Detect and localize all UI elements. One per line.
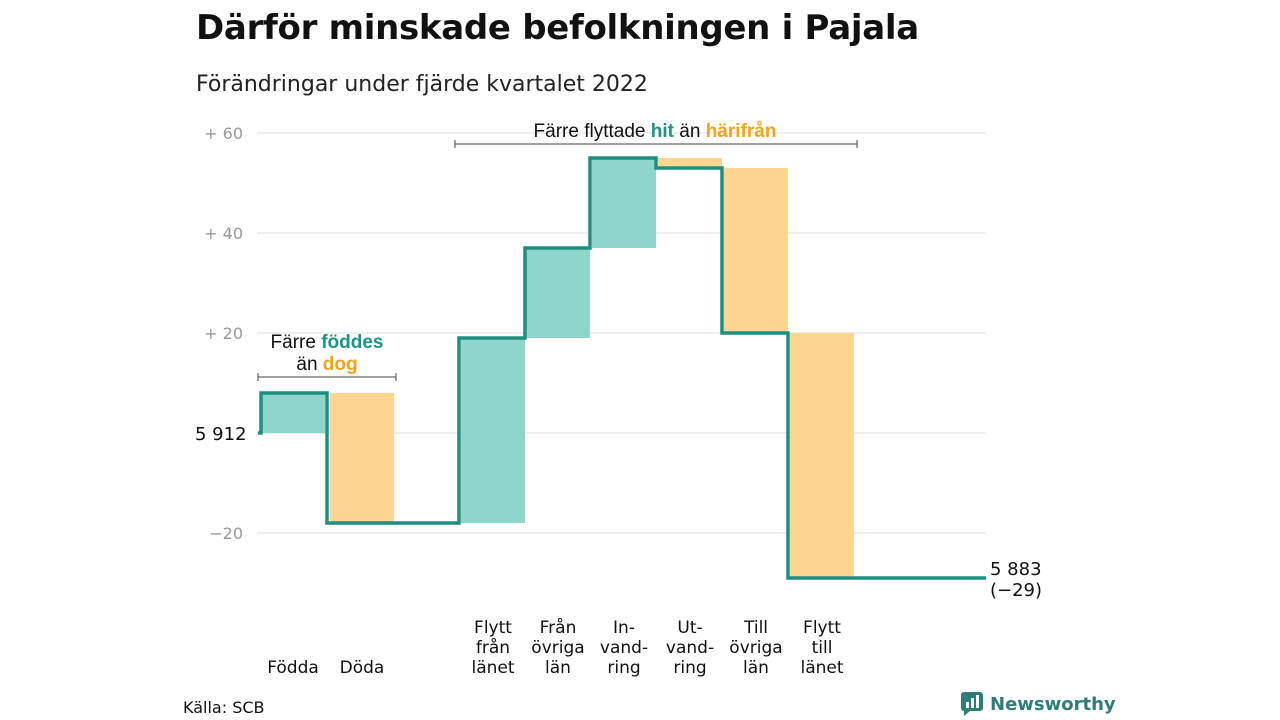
x-category-label: övriga <box>531 638 584 658</box>
x-category-label: från <box>476 637 510 658</box>
x-category-label: Till <box>743 618 768 638</box>
y-tick-label: + 60 <box>204 124 243 143</box>
brand-name: Newsworthy <box>990 693 1116 715</box>
bar-7 <box>724 168 788 333</box>
x-category-label: Från <box>540 617 577 638</box>
x-category-label: ring <box>673 658 706 678</box>
x-category-label: län <box>545 658 571 678</box>
chart-title: Därför minskade befolkningen i Pajala <box>196 8 919 48</box>
chart-subtitle: Förändringar under fjärde kvartalet 2022 <box>196 72 648 97</box>
x-category-label: Flytt <box>803 618 841 638</box>
bar-2 <box>330 393 394 523</box>
bar-5 <box>592 158 656 248</box>
x-category-label: Födda <box>267 658 319 678</box>
x-category-label: övriga <box>729 638 782 658</box>
x-category-label: län <box>743 658 769 678</box>
x-category-label: Döda <box>340 658 385 678</box>
bar-6 <box>658 158 722 168</box>
y-tick-label: −20 <box>209 524 243 543</box>
y-tick-label: + 40 <box>204 224 243 243</box>
y-tick-label: + 20 <box>204 324 243 343</box>
x-category-label: till <box>812 638 833 658</box>
source-note: Källa: SCB <box>183 698 265 717</box>
annotation-births-line1: Färre föddes <box>271 332 384 353</box>
bar-1 <box>261 393 325 433</box>
x-category-label: länet <box>471 658 514 678</box>
annotation-births-line2: än dog <box>296 354 357 375</box>
bar-8 <box>790 333 854 578</box>
newsworthy-logo-icon <box>961 692 983 716</box>
end-value-label: (−29) <box>990 580 1042 601</box>
brand-logo: Newsworthy <box>961 692 1116 716</box>
bar-4 <box>526 248 590 338</box>
x-category-label: In- <box>613 618 635 638</box>
bar-3 <box>461 338 525 523</box>
end-value-label: 5 883 <box>990 559 1042 580</box>
x-category-label: vand- <box>666 638 714 658</box>
x-category-label: vand- <box>600 638 648 658</box>
start-value-label: 5 912 <box>195 424 247 445</box>
step-line <box>258 156 986 580</box>
x-category-label: länet <box>800 658 843 678</box>
x-category-label: Ut- <box>677 618 702 638</box>
x-category-label: ring <box>607 658 640 678</box>
x-category-label: Flytt <box>474 618 512 638</box>
annotation-moves-line1: Färre flyttade hit än härifrån <box>534 121 777 142</box>
